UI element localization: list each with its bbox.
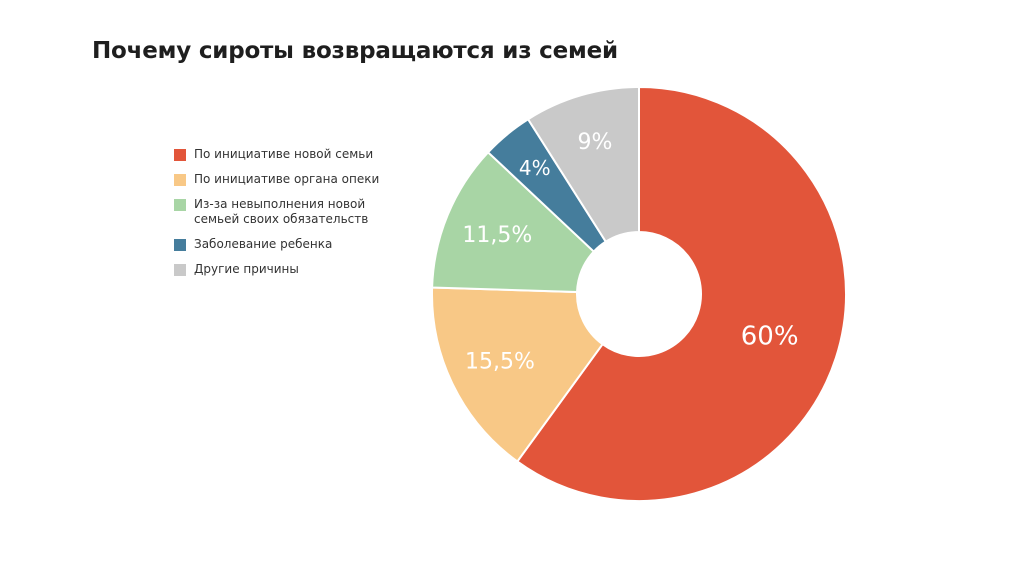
chart-title: Почему сироты возвращаются из семей — [92, 38, 618, 64]
slice-obligations — [431, 150, 596, 294]
legend-item-new-family: По инициативе новой семьи — [174, 147, 404, 162]
legend-swatch — [174, 239, 186, 251]
legend-label: По инициативе органа опеки — [194, 172, 380, 186]
slice-label-illness: 4% — [519, 156, 551, 180]
legend-item-illness: Заболевание ребенка — [174, 237, 404, 252]
slice-guardianship — [431, 286, 604, 463]
slice-new-family — [515, 85, 847, 502]
slice-label-new-family: 60% — [741, 321, 799, 351]
legend-label: Заболевание ребенка — [194, 237, 333, 251]
legend-item-guardianship: По инициативе органа опеки — [174, 172, 404, 187]
legend-item-obligations: Из-за невыполнения новой семьей своих об… — [174, 197, 394, 227]
slice-label-other: 9% — [578, 130, 613, 155]
legend-label: Из-за невыполнения новой семьей своих об… — [194, 197, 369, 226]
legend-swatch — [174, 174, 186, 186]
legend-label: По инициативе новой семьи — [194, 147, 374, 161]
slice-label-obligations: 11,5% — [462, 223, 532, 248]
slice-other — [526, 85, 640, 244]
legend-swatch — [174, 264, 186, 276]
slice-label-guardianship: 15,5% — [465, 350, 535, 375]
legend-swatch — [174, 199, 186, 211]
legend-item-other: Другие причины — [174, 262, 404, 277]
legend-swatch — [174, 149, 186, 161]
chart-legend: По инициативе новой семьи По инициативе … — [174, 147, 404, 277]
legend-label: Другие причины — [194, 262, 299, 276]
